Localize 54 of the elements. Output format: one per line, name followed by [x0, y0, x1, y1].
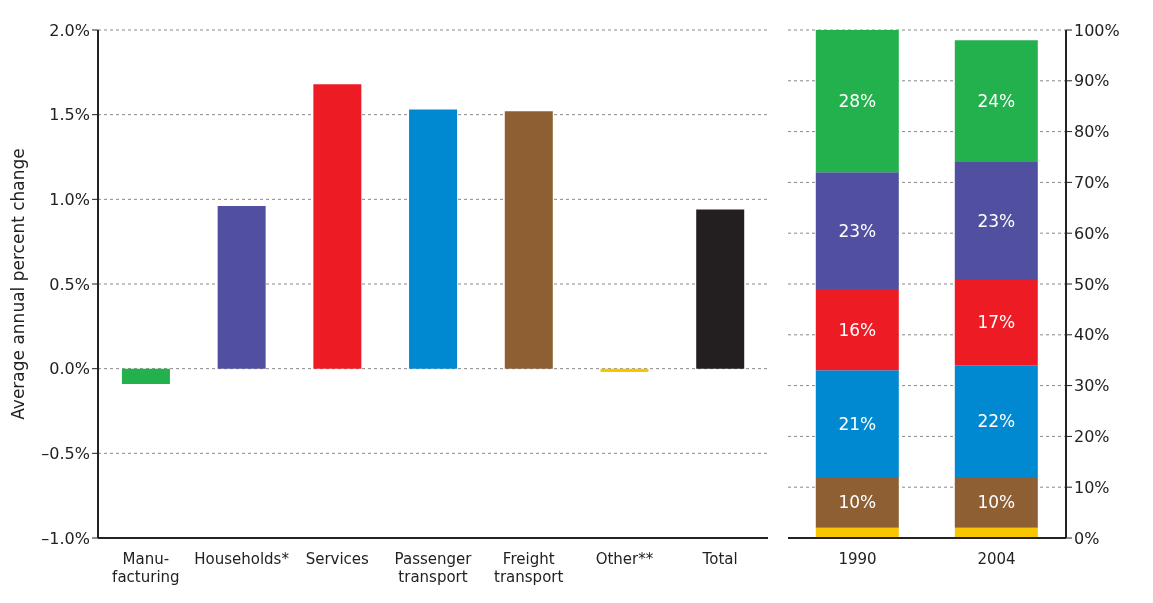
bar — [954, 278, 1038, 366]
x-tick-label: 1990 — [838, 550, 877, 568]
data-label: 10% — [838, 492, 877, 513]
data-label: 16% — [838, 319, 877, 340]
y-tick-label: 50% — [1074, 274, 1110, 294]
bar — [954, 477, 1038, 528]
x-tick-label: Services — [305, 550, 370, 568]
y-tick-label: 90% — [1074, 71, 1110, 91]
y-tick-label: 80% — [1074, 122, 1110, 142]
bar — [815, 477, 899, 528]
y-tick-label: 0.5% — [49, 274, 90, 294]
data-label: 21% — [838, 413, 877, 434]
bar — [815, 30, 899, 173]
data-label: 23% — [838, 220, 877, 241]
data-label: 17% — [977, 312, 1016, 333]
y-tick-label: 70% — [1074, 173, 1110, 193]
y-tick-label: 0% — [1074, 528, 1100, 548]
y-tick-label: 1.0% — [49, 190, 90, 210]
y-tick-label: 20% — [1074, 427, 1110, 447]
bar — [121, 368, 170, 384]
x-tick-label: Total — [701, 550, 738, 568]
bar — [217, 206, 266, 369]
bar — [954, 365, 1038, 478]
y-tick-label: 40% — [1074, 325, 1110, 345]
bar — [815, 370, 899, 478]
x-tick-label: Manu- facturing — [112, 550, 180, 586]
data-label: 23% — [977, 210, 1016, 231]
data-label: 24% — [977, 91, 1016, 112]
data-label: 10% — [977, 492, 1016, 513]
bar — [504, 111, 553, 369]
y-tick-label: 30% — [1074, 376, 1110, 396]
bar — [409, 109, 458, 369]
y-tick-label: –0.5% — [41, 444, 90, 464]
y-tick-label: 0.0% — [49, 359, 90, 379]
x-tick-label: 2004 — [977, 550, 1016, 568]
x-tick-label: Other** — [595, 550, 654, 568]
y-axis-title: Average annual percent change — [8, 148, 29, 420]
x-tick-label: Freight transport — [494, 550, 564, 586]
y-tick-label: 100% — [1074, 20, 1120, 40]
x-tick-label: Households* — [194, 550, 290, 568]
bar — [954, 40, 1038, 163]
y-tick-label: –1.0% — [41, 528, 90, 548]
bar — [954, 162, 1038, 279]
y-tick-label: 1.5% — [49, 105, 90, 125]
bar — [696, 209, 745, 369]
bar — [313, 84, 362, 369]
y-tick-label: 2.0% — [49, 20, 90, 40]
data-label: 22% — [977, 411, 1016, 432]
y-tick-label: 60% — [1074, 223, 1110, 243]
bar — [815, 172, 899, 290]
bar — [815, 289, 899, 371]
data-label: 28% — [838, 91, 877, 112]
y-tick-label: 10% — [1074, 477, 1110, 497]
x-tick-label: Passenger transport — [394, 550, 473, 586]
